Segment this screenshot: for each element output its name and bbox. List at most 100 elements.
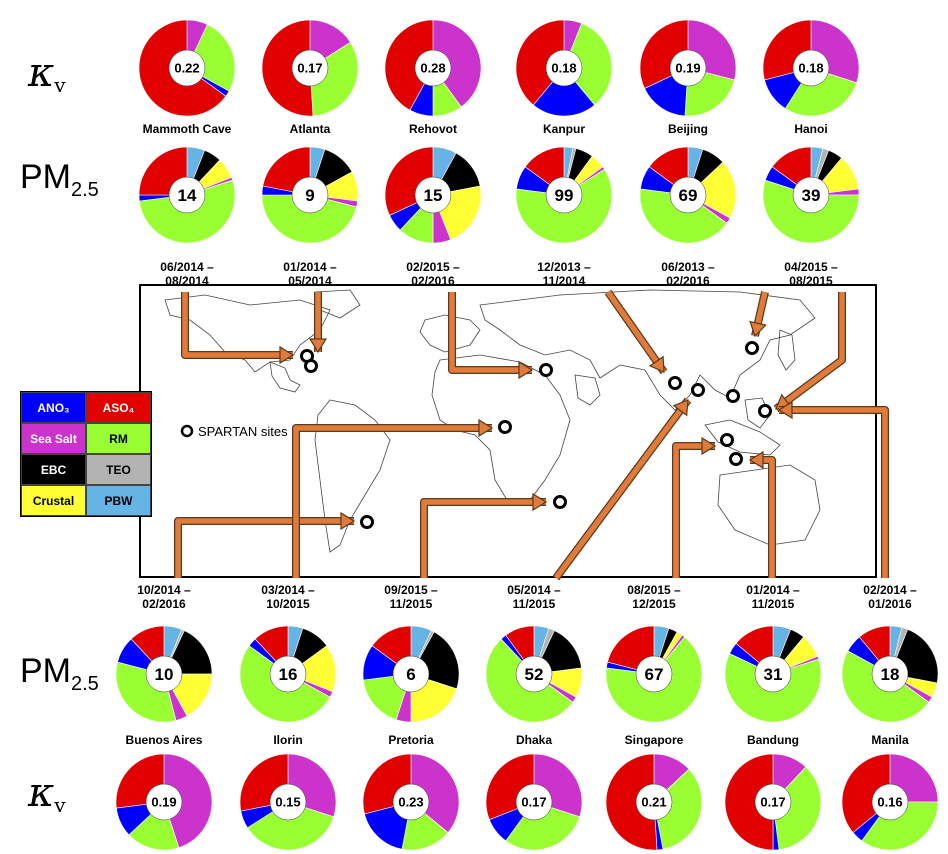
connector-arrow-5	[749, 291, 769, 338]
date-start-rehovot: 02/2015 –	[406, 260, 460, 274]
site-marker-12	[553, 495, 567, 509]
connector-arrow-2	[308, 292, 328, 354]
pm-pie-bandung-hole	[754, 655, 792, 693]
kappa-pie-bandung-hole	[754, 783, 792, 821]
date-start-bandung: 01/2014 –	[746, 583, 800, 597]
kappa-pie-hanoi-value: 0.18	[798, 61, 823, 76]
pm-pie-dhaka-hole	[515, 655, 553, 693]
pm-pie-beijing-hole	[669, 176, 707, 214]
pm-pie-manila-value: 18	[881, 665, 900, 684]
date-end-ilorin: 10/2015	[266, 597, 310, 611]
pm-pie-atlanta-value: 9	[305, 186, 314, 205]
kappa-pie-bandung-slice-rm	[772, 766, 822, 850]
site-label-ilorin: Ilorin	[273, 733, 302, 747]
kappa-pie-singapore-value: 0.21	[641, 795, 666, 810]
site-marker-4	[668, 376, 682, 390]
kappa-pie-atlanta: 0.17	[261, 19, 359, 117]
kappa-pie-bandung-value: 0.17	[760, 795, 785, 810]
land-outline-2	[269, 361, 301, 393]
kappa-pie-mammoth-cave-value: 0.22	[174, 61, 199, 76]
date-end-kanpur: 11/2014	[543, 274, 586, 288]
date-end-rehovot: 02/2016	[411, 274, 455, 288]
date-start-singapore: 08/2015 –	[627, 583, 681, 597]
date-start-dhaka: 05/2014 –	[507, 583, 561, 597]
pm-pie-hanoi: 39	[762, 146, 860, 244]
pm-pie-singapore-value: 67	[645, 665, 664, 684]
date-end-beijing: 02/2016	[666, 274, 710, 288]
legend-crustal: Crustal	[21, 485, 86, 516]
legend-site-caption: SPARTAN sites	[198, 424, 288, 439]
kappa-pie-manila-slice-aso4	[841, 753, 891, 834]
date-start-buenos-aires: 10/2014 –	[137, 583, 191, 597]
pm-pie-pretoria: 6	[362, 625, 460, 723]
site-label-buenos-aires: Buenos Aires	[126, 733, 203, 747]
kappa-pie-singapore-slice-aso4	[605, 753, 658, 851]
connector-arrow-3	[448, 292, 534, 380]
pm-pie-beijing-slice-rm	[639, 188, 728, 244]
connector-arrow-4	[604, 289, 668, 375]
site-label-singapore: Singapore	[625, 733, 684, 747]
date-end-dhaka: 11/2015	[513, 597, 556, 611]
kappa-pie-kanpur-hole	[545, 49, 583, 87]
kappa-pie-manila-hole	[871, 783, 909, 821]
kappa-pie-rehovot: 0.28	[384, 19, 482, 117]
kappa-pie-bandung: 0.17	[724, 753, 822, 851]
pm-pie-singapore-hole	[635, 655, 673, 693]
kappa-label-bottom: κv	[28, 770, 66, 817]
site-marker-11	[729, 452, 743, 466]
pm-pie-buenos-aires-hole	[145, 655, 183, 693]
pm-pie-kanpur-value: 99	[555, 186, 574, 205]
pm-pie-mammoth-cave-value: 14	[178, 186, 197, 205]
site-marker-5	[691, 383, 705, 397]
kappa-pie-kanpur-slice-ano3	[532, 67, 596, 117]
kappa-pie-atlanta-hole	[291, 49, 329, 87]
site-label-manila: Manila	[871, 733, 909, 747]
kappa-pie-pretoria: 0.23	[362, 753, 460, 851]
pm-pie-bandung: 31	[724, 625, 822, 723]
kappa-pie-atlanta-slice-aso4	[261, 19, 314, 117]
land-outline-10	[744, 397, 771, 429]
site-marker-7	[726, 389, 740, 403]
legend-ano3: ANO₃	[21, 392, 86, 423]
date-start-ilorin: 03/2014 –	[261, 583, 315, 597]
pm-pie-manila-hole	[871, 655, 909, 693]
kappa-pie-pretoria-value: 0.23	[398, 795, 423, 810]
land-outline-11	[777, 329, 796, 371]
date-start-mammoth-cave: 06/2014 –	[160, 260, 214, 274]
pm-pie-bandung-value: 31	[764, 665, 783, 684]
legend-rm: RM	[86, 423, 151, 454]
kappa-pie-pretoria-hole	[392, 783, 430, 821]
kappa-pie-dhaka-value: 0.17	[521, 795, 546, 810]
kappa-pie-buenos-aires-hole	[145, 783, 183, 821]
date-start-hanoi: 04/2015 –	[784, 260, 838, 274]
kappa-pie-beijing-value: 0.19	[675, 61, 700, 76]
date-end-manila: 01/2016	[868, 597, 912, 611]
date-end-bandung: 11/2015	[752, 597, 795, 611]
pm-pie-mammoth-cave: 14	[138, 146, 236, 244]
date-end-hanoi: 08/2015	[789, 274, 833, 288]
pm-pie-ilorin-slice-crustal	[287, 645, 337, 693]
kappa-pie-pretoria-slice-sea-salt	[410, 753, 460, 834]
kappa-pie-dhaka-slice-rm	[505, 801, 581, 851]
pm-pie-atlanta-hole	[291, 176, 329, 214]
pm-pie-mammoth-cave-hole	[168, 176, 206, 214]
pm-pie-ilorin-hole	[269, 655, 307, 693]
date-start-manila: 02/2014 –	[863, 583, 917, 597]
legend-sea-salt: Sea Salt	[21, 423, 86, 454]
kappa-pie-ilorin: 0.15	[239, 753, 337, 851]
kappa-pie-manila: 0.16	[841, 753, 939, 851]
kappa-pie-manila-slice-rm	[861, 801, 939, 851]
kappa-pie-rehovot-value: 0.28	[420, 61, 445, 76]
kappa-pie-beijing: 0.19	[639, 19, 737, 117]
kappa-pie-rehovot-slice-aso4	[384, 19, 434, 111]
kappa-pie-kanpur-slice-aso4	[515, 19, 565, 106]
land-outline-8	[574, 374, 601, 406]
pm-pie-buenos-aires-value: 10	[155, 665, 174, 684]
kappa-pie-ilorin-hole	[269, 783, 307, 821]
kappa-pie-kanpur-slice-rm	[563, 22, 613, 106]
site-label-kanpur: Kanpur	[543, 122, 585, 136]
site-marker-9	[498, 420, 512, 434]
kappa-pie-kanpur-value: 0.18	[551, 61, 576, 76]
kappa-pie-rehovot-hole	[414, 49, 452, 87]
